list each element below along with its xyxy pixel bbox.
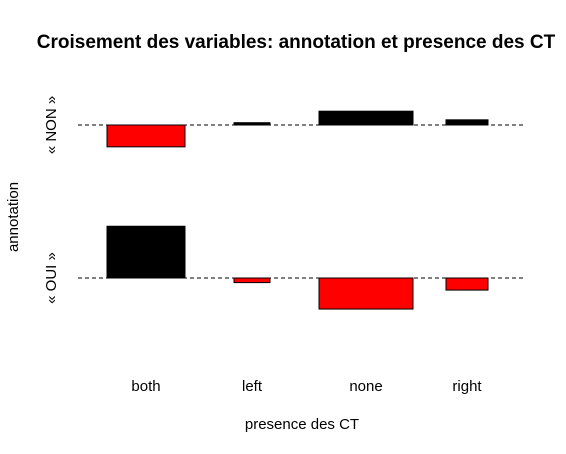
row-label-0: « NON » xyxy=(43,96,60,154)
row-labels: « NON » « OUI » xyxy=(43,96,60,304)
bar-left-row-1 xyxy=(234,278,270,283)
y-axis-label: annotation xyxy=(5,182,22,252)
bar-right-row-0 xyxy=(446,120,488,125)
x-tick-left: left xyxy=(242,378,263,395)
bar-both-row-0 xyxy=(107,125,185,147)
row-label-1: « OUI » xyxy=(43,252,60,304)
x-tick-right: right xyxy=(452,378,482,395)
bar-none-row-1 xyxy=(319,278,413,309)
x-tick-both: both xyxy=(131,378,160,395)
x-tick-labels: both left none right xyxy=(131,378,482,395)
bar-left-row-0 xyxy=(234,123,270,125)
bar-none-row-0 xyxy=(319,111,413,125)
bar-right-row-1 xyxy=(446,278,488,290)
x-tick-none: none xyxy=(349,378,382,395)
x-axis-label: presence des CT xyxy=(245,416,359,433)
bar-both-row-1 xyxy=(107,226,185,278)
bars xyxy=(107,111,488,309)
chart-title: Croisement des variables: annotation et … xyxy=(37,32,556,53)
